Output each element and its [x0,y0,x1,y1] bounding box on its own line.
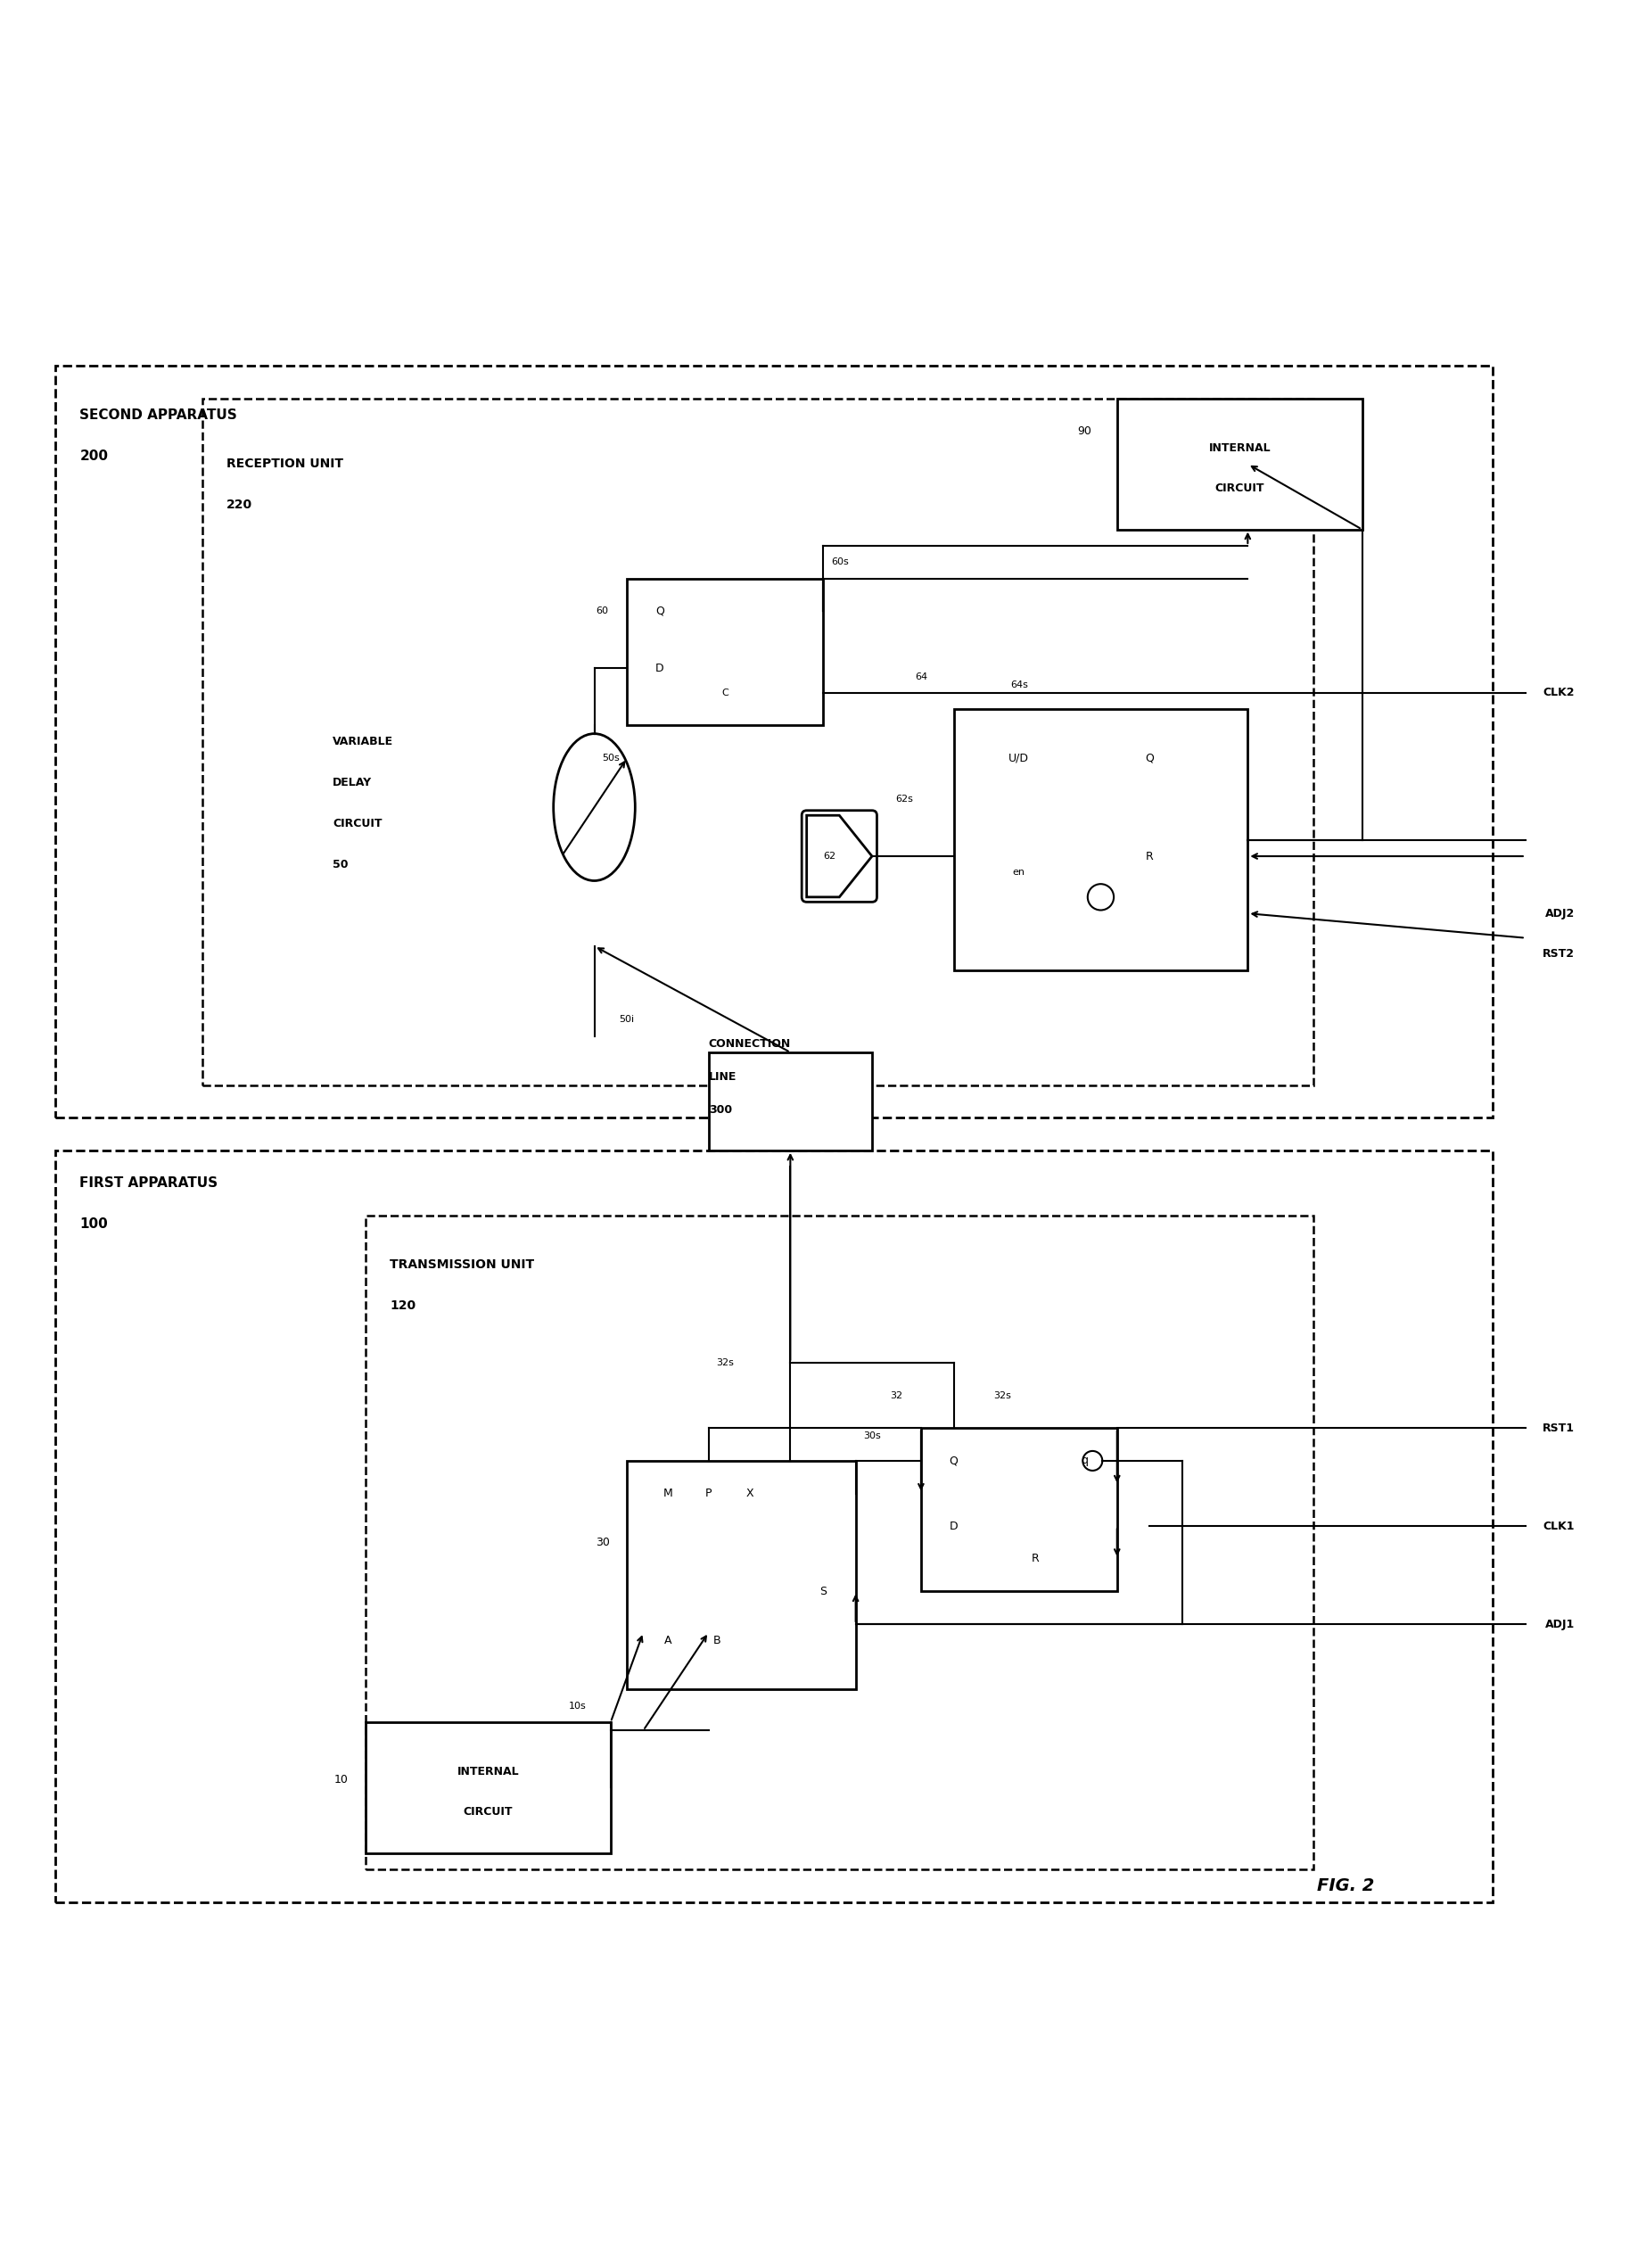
Text: en: en [1012,869,1025,878]
Bar [922,1429,1118,1592]
Text: ADJ2: ADJ2 [1546,907,1575,919]
Text: 62s: 62s [895,794,914,803]
Text: LINE: LINE [709,1070,737,1082]
Polygon shape [807,816,872,898]
Text: 32: 32 [890,1390,902,1399]
FancyBboxPatch shape [802,810,877,903]
Text: VARIABLE: VARIABLE [332,737,393,748]
Text: 50i: 50i [619,1016,634,1025]
Text: RST2: RST2 [1542,948,1575,959]
Text: U/D: U/D [1009,753,1029,764]
Text: D: D [950,1520,958,1531]
Text: RST1: RST1 [1542,1422,1575,1433]
Text: B: B [713,1635,721,1647]
Bar [709,1052,872,1150]
Text: M: M [663,1488,673,1499]
Bar [1118,399,1363,528]
Text: TRANSMISSION UNIT: TRANSMISSION UNIT [390,1259,535,1270]
Text: Q: Q [950,1456,958,1467]
Text: D: D [655,662,663,674]
Text: INTERNAL: INTERNAL [458,1765,518,1778]
Text: 300: 300 [709,1105,732,1116]
Text: C: C [721,689,729,696]
Text: 64s: 64s [1011,680,1027,689]
Text: P: P [704,1488,713,1499]
Text: 30s: 30s [863,1431,881,1440]
Text: 90: 90 [1076,426,1091,438]
Text: ADJ1: ADJ1 [1546,1619,1575,1631]
Bar [365,1721,611,1853]
Bar [56,1150,1493,1903]
Circle shape [1088,885,1114,909]
Text: RECEPTION UNIT: RECEPTION UNIT [227,458,344,469]
Text: R: R [1146,850,1154,862]
Text: 60s: 60s [831,558,849,567]
Text: FIG. 2: FIG. 2 [1317,1878,1374,1894]
Text: 32s: 32s [716,1359,734,1368]
Text: 120: 120 [390,1300,416,1311]
Text: 60: 60 [596,606,609,615]
Text: DELAY: DELAY [332,778,372,789]
Text: CIRCUIT: CIRCUIT [464,1805,514,1819]
Text: S: S [820,1585,826,1597]
Text: R: R [1032,1554,1039,1565]
Text: 100: 100 [79,1218,109,1232]
Text: X: X [746,1488,754,1499]
Bar [627,578,823,726]
Text: 30: 30 [596,1538,609,1549]
Text: Q: Q [655,606,663,617]
Text: FIRST APPARATUS: FIRST APPARATUS [79,1177,217,1191]
Text: SECOND APPARATUS: SECOND APPARATUS [79,408,237,422]
Text: 50s: 50s [602,753,619,762]
Bar [365,1216,1314,1869]
Bar [953,710,1248,971]
Bar [202,399,1314,1084]
Text: 32s: 32s [994,1390,1012,1399]
Text: CONNECTION: CONNECTION [709,1039,790,1050]
Text: 200: 200 [79,449,109,463]
Text: 62: 62 [823,853,836,860]
Text: Q: Q [1146,753,1154,764]
Text: INTERNAL: INTERNAL [1208,442,1271,454]
Text: 220: 220 [227,499,253,510]
Text: CIRCUIT: CIRCUIT [332,819,382,830]
Bar [627,1461,856,1690]
Text: q: q [1081,1456,1088,1467]
Text: CLK1: CLK1 [1542,1520,1575,1531]
Text: 10s: 10s [570,1701,586,1710]
Text: 10: 10 [334,1774,349,1785]
Text: A: A [663,1635,672,1647]
Text: 50: 50 [332,860,349,871]
Bar [56,365,1493,1118]
Text: 64: 64 [915,671,927,680]
Ellipse shape [553,733,635,880]
Text: CLK2: CLK2 [1542,687,1575,699]
Text: CIRCUIT: CIRCUIT [1215,483,1264,494]
Circle shape [1083,1452,1103,1470]
